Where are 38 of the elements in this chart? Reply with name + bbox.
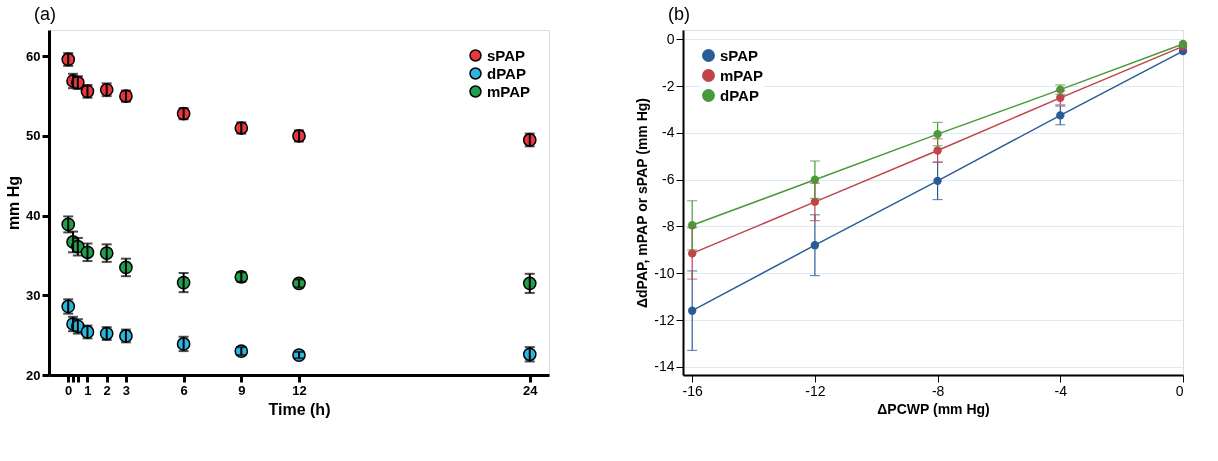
x-tick-label: -4 xyxy=(1054,382,1068,399)
x-tick-label: -8 xyxy=(931,382,945,399)
y-tick-label: -10 xyxy=(654,264,675,281)
legend-label: mPAP xyxy=(487,82,531,100)
y-tick-label: -2 xyxy=(662,77,675,94)
x-tick-label: 3 xyxy=(122,382,131,398)
legend-label: sPAP xyxy=(487,46,526,64)
x-tick-label: 2 xyxy=(103,382,111,398)
x-tick-label: 0 xyxy=(1175,382,1184,399)
y-axis-title: mm Hg xyxy=(5,175,23,231)
x-axis-title: ΔPCWP (mm Hg) xyxy=(877,400,990,417)
legend-label: mPAP xyxy=(720,66,764,84)
legend-label: sPAP xyxy=(720,46,759,64)
x-tick-label: 12 xyxy=(292,382,307,398)
y-tick-label: 20 xyxy=(26,367,41,383)
y-tick-label: 0 xyxy=(666,30,675,47)
y-tick-label: -12 xyxy=(654,311,675,328)
y-tick-label: -4 xyxy=(662,124,675,141)
y-axis-title: ΔdPAP, mPAP or sPAP (mm Hg) xyxy=(634,98,651,308)
x-axis-title: Time (h) xyxy=(268,400,331,418)
x-tick-label: 9 xyxy=(238,382,246,398)
x-tick-label: -12 xyxy=(805,382,826,399)
x-tick-label: 24 xyxy=(523,382,539,398)
legend-label: dPAP xyxy=(720,86,759,104)
chart-title: (b) xyxy=(668,4,690,24)
x-tick-label: -16 xyxy=(682,382,704,399)
chart-title: (a) xyxy=(34,4,56,24)
y-tick-label: 30 xyxy=(26,287,41,303)
y-tick-label: -8 xyxy=(662,217,675,234)
x-tick-label: 1 xyxy=(84,382,92,398)
y-tick-label: -6 xyxy=(662,171,675,188)
y-tick-label: -14 xyxy=(654,358,675,375)
x-tick-label: 6 xyxy=(180,382,188,398)
y-tick-label: 40 xyxy=(26,208,41,224)
legend-label: dPAP xyxy=(487,64,526,82)
x-tick-label: 0 xyxy=(65,382,73,398)
y-tick-label: 50 xyxy=(26,128,41,144)
y-tick-label: 60 xyxy=(26,48,41,64)
